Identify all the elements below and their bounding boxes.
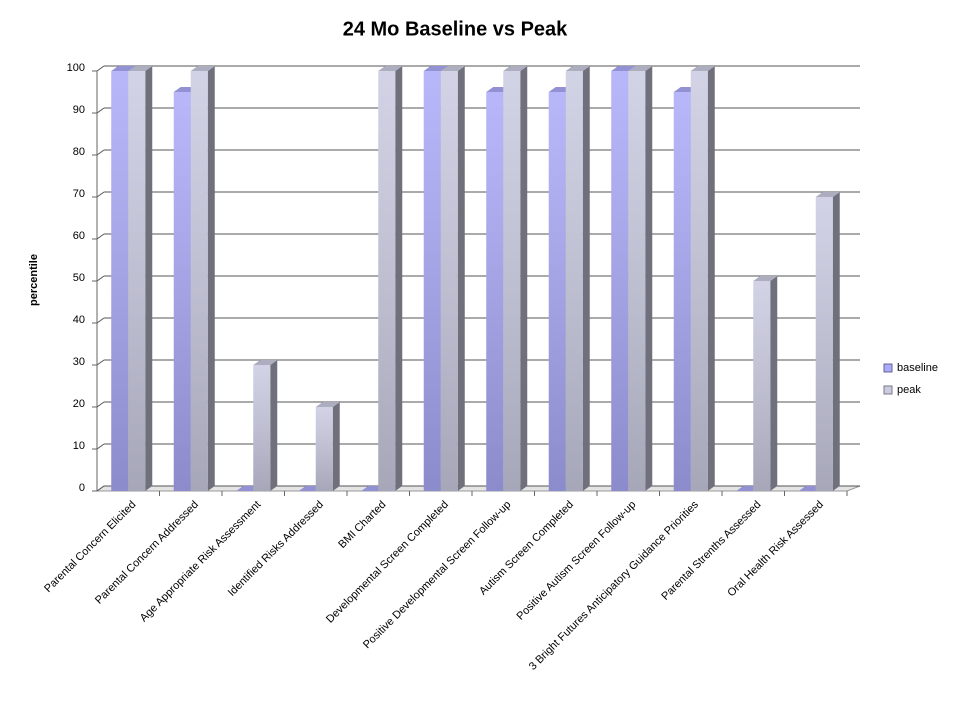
grid-wall-line xyxy=(96,275,105,282)
bar-side xyxy=(145,66,153,491)
bar-shade xyxy=(486,92,504,491)
y-tick-label: 0 xyxy=(79,482,85,494)
bar-top xyxy=(815,192,840,197)
grid-wall-line xyxy=(96,191,105,198)
bar-shade xyxy=(173,92,191,491)
bar-top xyxy=(111,66,136,71)
bar-shade xyxy=(440,71,458,491)
bar-side xyxy=(707,66,715,491)
bar-side xyxy=(582,66,590,491)
y-tick-label: 10 xyxy=(73,440,85,452)
grid-wall-line xyxy=(96,107,105,114)
bar-side xyxy=(457,66,465,491)
grid-wall-line xyxy=(96,149,105,156)
legend-label: baseline xyxy=(897,362,938,374)
y-tick-label: 30 xyxy=(73,356,85,368)
legend-swatch xyxy=(883,363,893,373)
x-tick-label: Positive Autism Screen Follow-up xyxy=(515,499,639,623)
y-axis-label: percentile xyxy=(28,254,40,306)
bar-side xyxy=(832,192,840,491)
bar-shade xyxy=(128,71,146,491)
bar-shade xyxy=(503,71,521,491)
bar-shade xyxy=(378,71,396,491)
bar-side xyxy=(520,66,528,491)
y-tick-label: 70 xyxy=(73,188,85,200)
bar-side xyxy=(207,66,215,491)
bar-top xyxy=(611,66,636,71)
bar-side xyxy=(645,66,653,491)
x-tick-label: Parental Concern Addressed xyxy=(93,499,201,607)
x-tick-label: Parental Strenths Assessed xyxy=(659,499,763,603)
bar-shade xyxy=(673,92,691,491)
bar-shade xyxy=(315,407,333,491)
chart-title: 24 Mo Baseline vs Peak xyxy=(343,18,568,40)
bar-side xyxy=(332,402,340,491)
bar-top xyxy=(190,66,215,71)
x-tick-label: BMI Charted xyxy=(336,499,388,551)
y-tick-label: 20 xyxy=(73,398,85,410)
bar-shade xyxy=(611,71,629,491)
bar-top xyxy=(503,66,528,71)
bar-shade xyxy=(753,281,771,491)
bar-side xyxy=(770,276,778,491)
bar-top xyxy=(378,66,403,71)
bar-side xyxy=(395,66,403,491)
bar-top xyxy=(690,66,715,71)
bar-shade xyxy=(423,71,441,491)
y-tick-label: 90 xyxy=(73,104,85,116)
y-tick-label: 40 xyxy=(73,314,85,326)
bar-top xyxy=(253,360,278,365)
x-tick-label: Age Appropriate Risk Assessment xyxy=(138,499,264,625)
bar-shade xyxy=(253,365,271,491)
bar-top xyxy=(628,66,653,71)
bar-shade xyxy=(690,71,708,491)
grid-wall-line xyxy=(96,317,105,324)
grid-wall-line xyxy=(96,65,105,72)
bar-side xyxy=(270,360,278,491)
y-tick-label: 80 xyxy=(73,146,85,158)
bar-top xyxy=(128,66,153,71)
bar-top xyxy=(440,66,465,71)
bar-shade xyxy=(565,71,583,491)
grid-wall-line xyxy=(96,233,105,240)
grid-wall-line xyxy=(96,443,105,450)
legend-swatch xyxy=(883,385,893,395)
bar-shade xyxy=(548,92,566,491)
bar-top xyxy=(423,66,448,71)
bar-shade xyxy=(815,197,833,491)
bar-top xyxy=(753,276,778,281)
bar-top xyxy=(315,402,340,407)
legend-label: peak xyxy=(897,384,921,396)
grid-wall-line xyxy=(96,401,105,408)
bar-shade xyxy=(111,71,129,491)
bar-top xyxy=(565,66,590,71)
grid-wall-line xyxy=(96,359,105,366)
y-tick-label: 50 xyxy=(73,272,85,284)
bar-shade xyxy=(628,71,646,491)
y-tick-label: 60 xyxy=(73,230,85,242)
grid-wall-line xyxy=(96,485,105,492)
x-tick-label: Developmental Screen Completed xyxy=(324,499,451,626)
y-tick-label: 100 xyxy=(67,62,85,74)
bar-shade xyxy=(190,71,208,491)
